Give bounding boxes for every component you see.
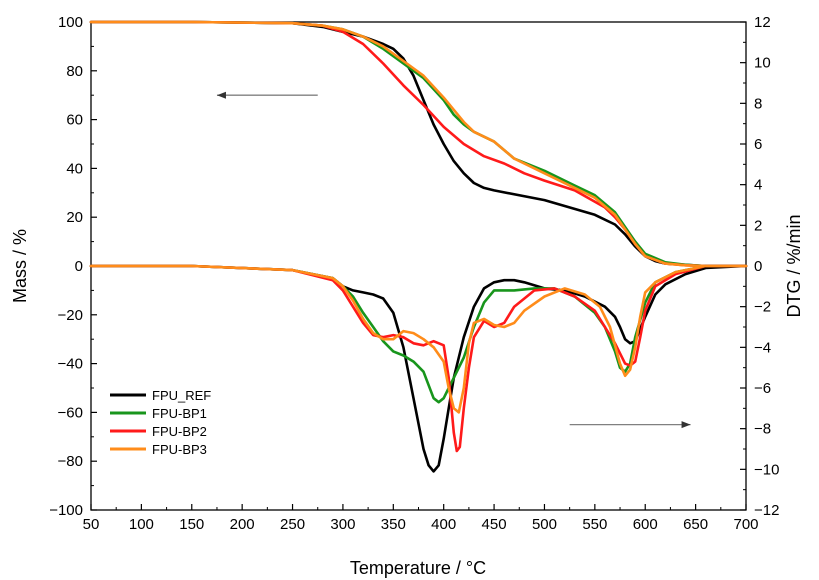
legend-label-fpu-bp2: FPU-BP2 <box>152 424 207 439</box>
axis-tick-labels: 50 100 150 200 250 300 350 400 450 500 550 600 650 70… <box>49 14 779 533</box>
left-y-tick-label: 60 <box>66 112 83 129</box>
right-y-tick-label: 0 <box>754 258 762 275</box>
left-y-tick-label: −60 <box>58 404 83 421</box>
x-tick-label: 300 <box>330 516 355 533</box>
tg-curve-fpu-bp1 <box>89 20 748 268</box>
x-tick-label: 600 <box>633 516 658 533</box>
arrow-head-right <box>681 421 691 429</box>
right-y-tick-label: −6 <box>754 380 771 397</box>
left-y-tick-label: −20 <box>58 307 83 324</box>
legend-label-fpu-bp3: FPU-BP3 <box>152 442 207 457</box>
tg-curve-fpu-bp2 <box>89 20 748 268</box>
tg-curve-fpu-bp3 <box>89 20 748 268</box>
right-y-tick-label: 2 <box>754 217 762 234</box>
left-y-tick-label: 20 <box>66 209 83 226</box>
x-tick-label: 250 <box>280 516 305 533</box>
right-y-tick-label: 10 <box>754 55 771 72</box>
tg-curve-fpu-ref <box>89 20 748 268</box>
right-y-tick-label: 8 <box>754 95 762 112</box>
x-tick-label: 500 <box>532 516 557 533</box>
right-y-tick-label: −8 <box>754 421 771 438</box>
right-y-tick-label: 6 <box>754 136 762 153</box>
x-tick-label: 200 <box>230 516 255 533</box>
x-tick-label: 700 <box>733 516 758 533</box>
right-y-tick-label: −12 <box>754 502 779 519</box>
dtg-curve-fpu-bp3 <box>89 264 748 414</box>
data-curves <box>89 20 748 473</box>
left-y-tick-label: 100 <box>58 14 83 31</box>
x-tick-label: 550 <box>582 516 607 533</box>
legend-label-fpu-ref: FPU_REF <box>152 388 211 403</box>
x-tick-label: 50 <box>83 516 100 533</box>
x-tick-label: 650 <box>683 516 708 533</box>
left-y-tick-label: 40 <box>66 160 83 177</box>
right-y-tick-label: −10 <box>754 461 779 478</box>
left-y-tick-label: −100 <box>49 502 83 519</box>
x-axis-title: Temperature / °C <box>350 558 486 578</box>
x-tick-label: 350 <box>381 516 406 533</box>
arrow-head-left <box>216 91 226 99</box>
direction-arrows <box>216 91 691 429</box>
left-y-tick-label: 80 <box>66 63 83 80</box>
left-y-tick-label: −40 <box>58 356 83 373</box>
dtg-curve-fpu-ref <box>89 264 748 473</box>
x-tick-label: 400 <box>431 516 456 533</box>
right-y-tick-label: −2 <box>754 299 771 316</box>
left-y-axis-title: Mass / % <box>10 229 30 303</box>
dtg-curve-fpu-bp1 <box>89 264 748 404</box>
legend-label-fpu-bp1: FPU-BP1 <box>152 406 207 421</box>
x-tick-label: 150 <box>179 516 204 533</box>
right-y-tick-label: 4 <box>754 177 762 194</box>
right-y-tick-label: −4 <box>754 339 771 356</box>
right-y-axis-title: DTG / %/min <box>784 214 804 317</box>
x-tick-label: 100 <box>129 516 154 533</box>
legend: FPU_REF FPU-BP1 FPU-BP2 FPU-BP3 <box>110 388 211 457</box>
left-y-tick-label: −80 <box>58 453 83 470</box>
left-y-tick-label: 0 <box>75 258 83 275</box>
right-y-tick-label: 12 <box>754 14 771 31</box>
x-tick-label: 450 <box>482 516 507 533</box>
